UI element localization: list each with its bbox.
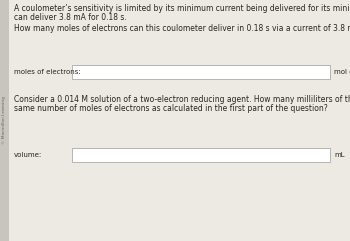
Text: volume:: volume:	[14, 152, 42, 158]
Text: mol e⁻: mol e⁻	[334, 69, 350, 75]
Text: Consider a 0.014 M solution of a two-electron reducing agent. How many millilite: Consider a 0.014 M solution of a two-ele…	[14, 95, 350, 104]
Text: can deliver 3.8 mA for 0.18 s.: can deliver 3.8 mA for 0.18 s.	[14, 13, 127, 22]
FancyBboxPatch shape	[72, 148, 330, 162]
FancyBboxPatch shape	[72, 65, 330, 79]
FancyBboxPatch shape	[0, 0, 9, 241]
Text: mL: mL	[334, 152, 345, 158]
Text: A coulometer’s sensitivity is limited by its minimum current being delivered for: A coulometer’s sensitivity is limited by…	[14, 4, 350, 13]
Text: moles of electrons:: moles of electrons:	[14, 69, 81, 75]
Text: How many moles of electrons can this coulometer deliver in 0.18 s via a current : How many moles of electrons can this cou…	[14, 24, 350, 33]
Text: same number of moles of electrons as calculated in the first part of the questio: same number of moles of electrons as cal…	[14, 104, 328, 113]
Text: © Macmillan Learning: © Macmillan Learning	[2, 96, 7, 145]
